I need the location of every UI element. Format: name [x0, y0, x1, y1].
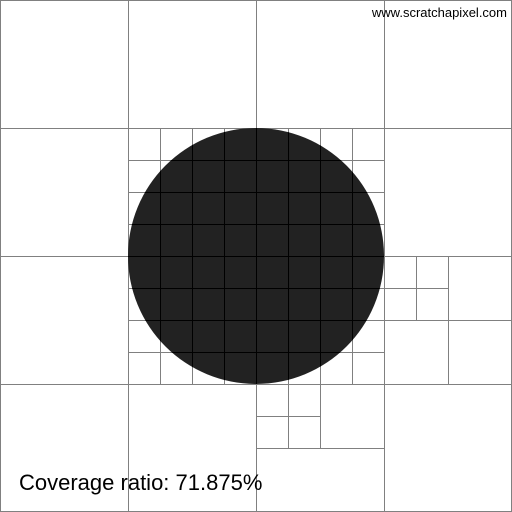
coverage-value: 71.875%: [175, 470, 263, 495]
coverage-caption: Coverage ratio: 71.875%: [19, 472, 262, 494]
coverage-label: Coverage ratio:: [19, 470, 170, 495]
watermark-url: www.scratchapixel.com: [371, 5, 507, 20]
